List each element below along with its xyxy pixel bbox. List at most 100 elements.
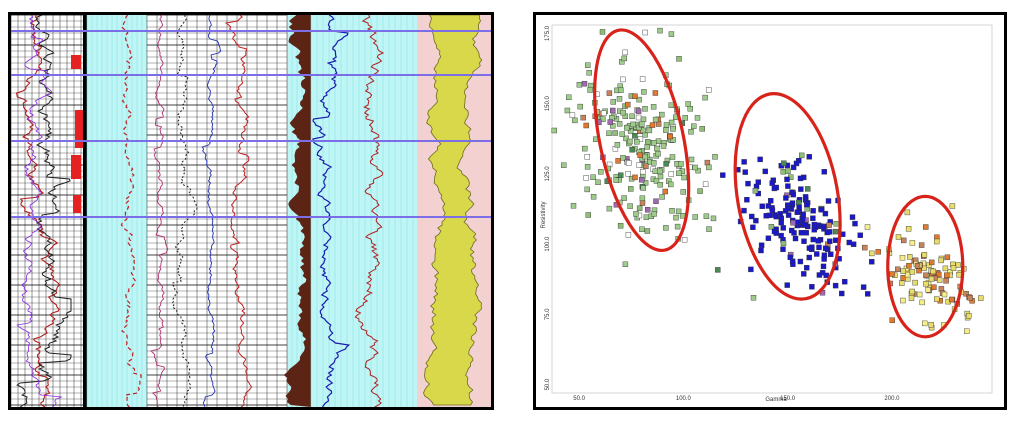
- data-point: [712, 154, 718, 160]
- x-axis-label: Gamma: [765, 397, 787, 403]
- data-point: [681, 174, 687, 181]
- data-point: [793, 160, 800, 167]
- data-point: [908, 295, 915, 301]
- data-point: [657, 181, 663, 188]
- data-point: [801, 271, 807, 277]
- y-tick-label: 100.0: [545, 236, 551, 252]
- data-point: [949, 203, 956, 209]
- data-point: [930, 268, 936, 275]
- data-point: [922, 320, 928, 327]
- data-point: [652, 90, 659, 96]
- data-point: [606, 130, 612, 137]
- data-point: [625, 171, 631, 177]
- data-point: [667, 181, 674, 188]
- data-point: [934, 296, 940, 302]
- data-point: [790, 164, 797, 171]
- data-point: [640, 116, 647, 123]
- data-point: [624, 125, 630, 131]
- data-point: [613, 177, 620, 184]
- data-point: [918, 242, 925, 248]
- track-1-shade: [73, 195, 81, 213]
- track-3-curve: [201, 15, 222, 407]
- well-log-panel: [8, 12, 494, 410]
- y-tick-label: 50.0: [545, 378, 551, 390]
- data-point: [785, 168, 791, 174]
- data-point: [783, 195, 789, 201]
- data-point: [632, 133, 638, 139]
- data-point: [640, 185, 646, 191]
- data-point: [773, 213, 779, 220]
- data-point: [663, 225, 669, 231]
- data-point: [632, 174, 638, 181]
- data-point: [796, 204, 802, 210]
- data-point: [595, 179, 601, 186]
- data-point: [827, 238, 833, 244]
- data-point: [833, 220, 839, 227]
- data-point: [928, 276, 935, 282]
- data-point: [758, 242, 765, 248]
- cluster-ellipse: [733, 92, 842, 301]
- data-point: [966, 313, 972, 319]
- data-point: [675, 208, 682, 215]
- data-point: [900, 297, 906, 304]
- data-point: [768, 224, 775, 230]
- data-point: [620, 155, 626, 161]
- data-point: [781, 160, 787, 166]
- data-point: [864, 224, 871, 230]
- data-point: [584, 186, 590, 193]
- data-point: [766, 212, 773, 219]
- data-point: [797, 175, 804, 182]
- data-point: [668, 119, 675, 126]
- data-point: [584, 164, 591, 170]
- data-point: [821, 169, 827, 175]
- data-point: [778, 219, 784, 226]
- data-point: [773, 184, 779, 191]
- data-point: [820, 263, 827, 270]
- data-point: [682, 115, 689, 121]
- track-3-curve: [224, 15, 253, 407]
- data-point: [828, 251, 834, 258]
- y-tick-label: 75.0: [545, 308, 551, 320]
- data-point: [869, 258, 875, 265]
- data-point: [923, 272, 929, 278]
- data-point: [942, 265, 949, 272]
- data-point: [621, 195, 627, 201]
- data-point: [657, 173, 664, 180]
- data-point: [590, 193, 597, 200]
- data-point: [816, 272, 823, 278]
- data-point: [626, 160, 632, 166]
- data-point: [767, 197, 774, 204]
- data-point: [639, 195, 646, 201]
- data-point: [678, 161, 684, 167]
- data-point: [636, 96, 642, 103]
- data-point: [663, 122, 670, 128]
- data-point: [769, 207, 776, 213]
- track-6-shade: [423, 15, 483, 406]
- data-point: [905, 226, 912, 232]
- data-point: [798, 186, 804, 192]
- x-tick-label: 150.0: [780, 396, 796, 402]
- data-point: [615, 158, 621, 164]
- data-point: [653, 198, 659, 204]
- data-point: [780, 246, 786, 253]
- data-point: [949, 296, 955, 303]
- data-point: [606, 90, 613, 96]
- data-point: [791, 230, 797, 236]
- data-point: [636, 205, 643, 211]
- data-point: [780, 168, 786, 175]
- data-point: [806, 245, 813, 251]
- data-point: [825, 198, 832, 204]
- data-point: [656, 168, 663, 175]
- data-point: [620, 109, 626, 116]
- data-point: [643, 163, 649, 170]
- data-point: [653, 178, 660, 184]
- data-point: [956, 272, 962, 278]
- data-point: [620, 76, 626, 83]
- data-point: [794, 209, 800, 215]
- data-point: [639, 200, 646, 206]
- data-point: [921, 251, 928, 258]
- data-point: [692, 164, 698, 171]
- data-point: [669, 207, 675, 214]
- data-point: [583, 175, 589, 181]
- data-point: [673, 214, 679, 221]
